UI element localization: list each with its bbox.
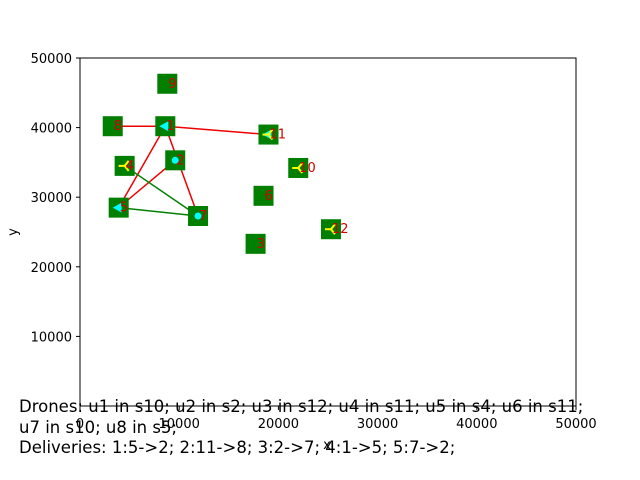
drone-marker-u7 — [159, 121, 169, 132]
drone-arm — [123, 165, 130, 172]
station-label-6: 6 — [265, 189, 273, 204]
y-tick-label: 30000 — [31, 191, 72, 206]
x-tick-label: 20000 — [258, 417, 299, 432]
station-label-4: 4 — [126, 159, 134, 174]
drone-arm — [123, 160, 130, 167]
y-tick-label: 20000 — [31, 261, 72, 276]
x-tick-label: 30000 — [357, 417, 398, 432]
drone-marker-moving — [194, 212, 202, 220]
drone-arm — [297, 167, 304, 174]
x-tick-label: 50000 — [555, 417, 596, 432]
x-tick-label: 10000 — [159, 417, 200, 432]
drone-marker-u1 — [292, 162, 304, 174]
routes-layer — [112, 125, 269, 217]
x-tick-label: 0 — [76, 417, 84, 432]
station-label-2: 2 — [176, 153, 184, 168]
station-label-5: 5 — [120, 201, 128, 216]
station-label-8: 8 — [114, 119, 122, 134]
x-axis-label: x — [323, 438, 331, 453]
route-line-1-7 — [164, 125, 199, 217]
plot-frame — [79, 57, 577, 407]
drone-marker-u5 — [118, 160, 130, 172]
station-label-9: 9 — [168, 77, 176, 92]
station-3 — [245, 233, 266, 254]
station-label-1: 1 — [166, 119, 174, 134]
ticks-layer: 0 10000 20000 30000 40000 50000 10000 20000 3000… — [31, 52, 597, 432]
station-8 — [102, 116, 123, 137]
y-axis-label: y — [6, 228, 21, 236]
station-label-11: 11 — [269, 128, 286, 143]
drone-arm — [297, 162, 304, 169]
drone-arm — [330, 228, 336, 235]
x-tick-label: 40000 — [456, 417, 497, 432]
drone-arm — [267, 128, 274, 136]
drone-marker-u2 — [171, 156, 179, 164]
route-line-4-7 — [124, 165, 199, 217]
drones-status-line: Drones: u1 in s10; u2 in s2; u3 in s12; … — [19, 397, 584, 416]
station-label-12: 12 — [332, 222, 349, 237]
drone-marker-u8 — [112, 202, 122, 213]
y-tick-label: 10000 — [31, 330, 72, 345]
station-label-7: 7 — [199, 209, 207, 224]
drone-arm — [267, 133, 274, 141]
drone-arm — [330, 223, 336, 230]
station-6 — [253, 185, 274, 206]
drones-layer — [112, 121, 336, 235]
status-caption: Drones: u1 in s10; u2 in s2; u3 in s12; … — [19, 397, 629, 459]
deliveries-status-line: Deliveries: 1:5->2; 2:11->8; 3:2->7; 4:1… — [19, 438, 456, 457]
route-line-1-11 — [165, 125, 269, 136]
station-label-10: 10 — [299, 161, 316, 176]
drone-marker-u6 — [262, 128, 274, 141]
route-line-5-7 — [118, 206, 199, 217]
route-line-1-5 — [118, 125, 166, 209]
station-label-3: 3 — [257, 237, 265, 252]
drone-marker-u3 — [324, 223, 336, 235]
y-tick-label: 50000 — [31, 52, 72, 67]
drones-status-line-2: u7 in s10; u8 in s5; — [19, 417, 178, 437]
y-tick-label: 40000 — [31, 122, 72, 137]
station-9 — [157, 73, 178, 94]
